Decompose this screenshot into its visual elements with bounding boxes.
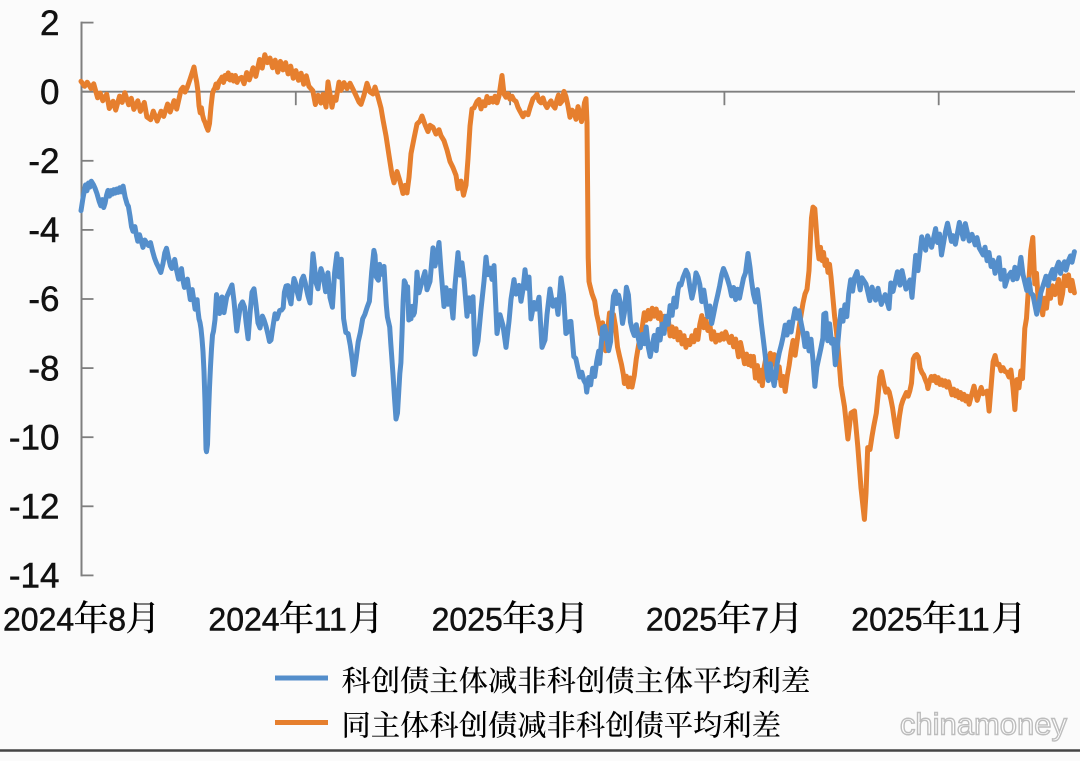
svg-text:chinamoney: chinamoney — [900, 707, 1068, 742]
svg-text:-14: -14 — [9, 557, 60, 596]
svg-text:2025: 2025 — [432, 602, 503, 638]
svg-text:-6: -6 — [28, 280, 59, 319]
svg-text:2025: 2025 — [646, 602, 717, 638]
svg-text:-12: -12 — [9, 488, 60, 527]
svg-text:11: 11 — [314, 602, 347, 638]
svg-text:8: 8 — [108, 602, 126, 638]
svg-text:11: 11 — [957, 602, 990, 638]
svg-text:0: 0 — [40, 73, 59, 112]
svg-text:2024: 2024 — [208, 602, 279, 638]
svg-text:-8: -8 — [28, 349, 59, 388]
svg-text:7: 7 — [751, 602, 769, 638]
svg-text:3: 3 — [537, 602, 555, 638]
svg-text:2025: 2025 — [851, 602, 922, 638]
svg-text:2: 2 — [40, 4, 59, 43]
svg-text:2024: 2024 — [3, 602, 74, 638]
svg-text:-10: -10 — [9, 418, 60, 457]
svg-text:-4: -4 — [28, 211, 59, 250]
svg-text:-2: -2 — [28, 142, 59, 181]
